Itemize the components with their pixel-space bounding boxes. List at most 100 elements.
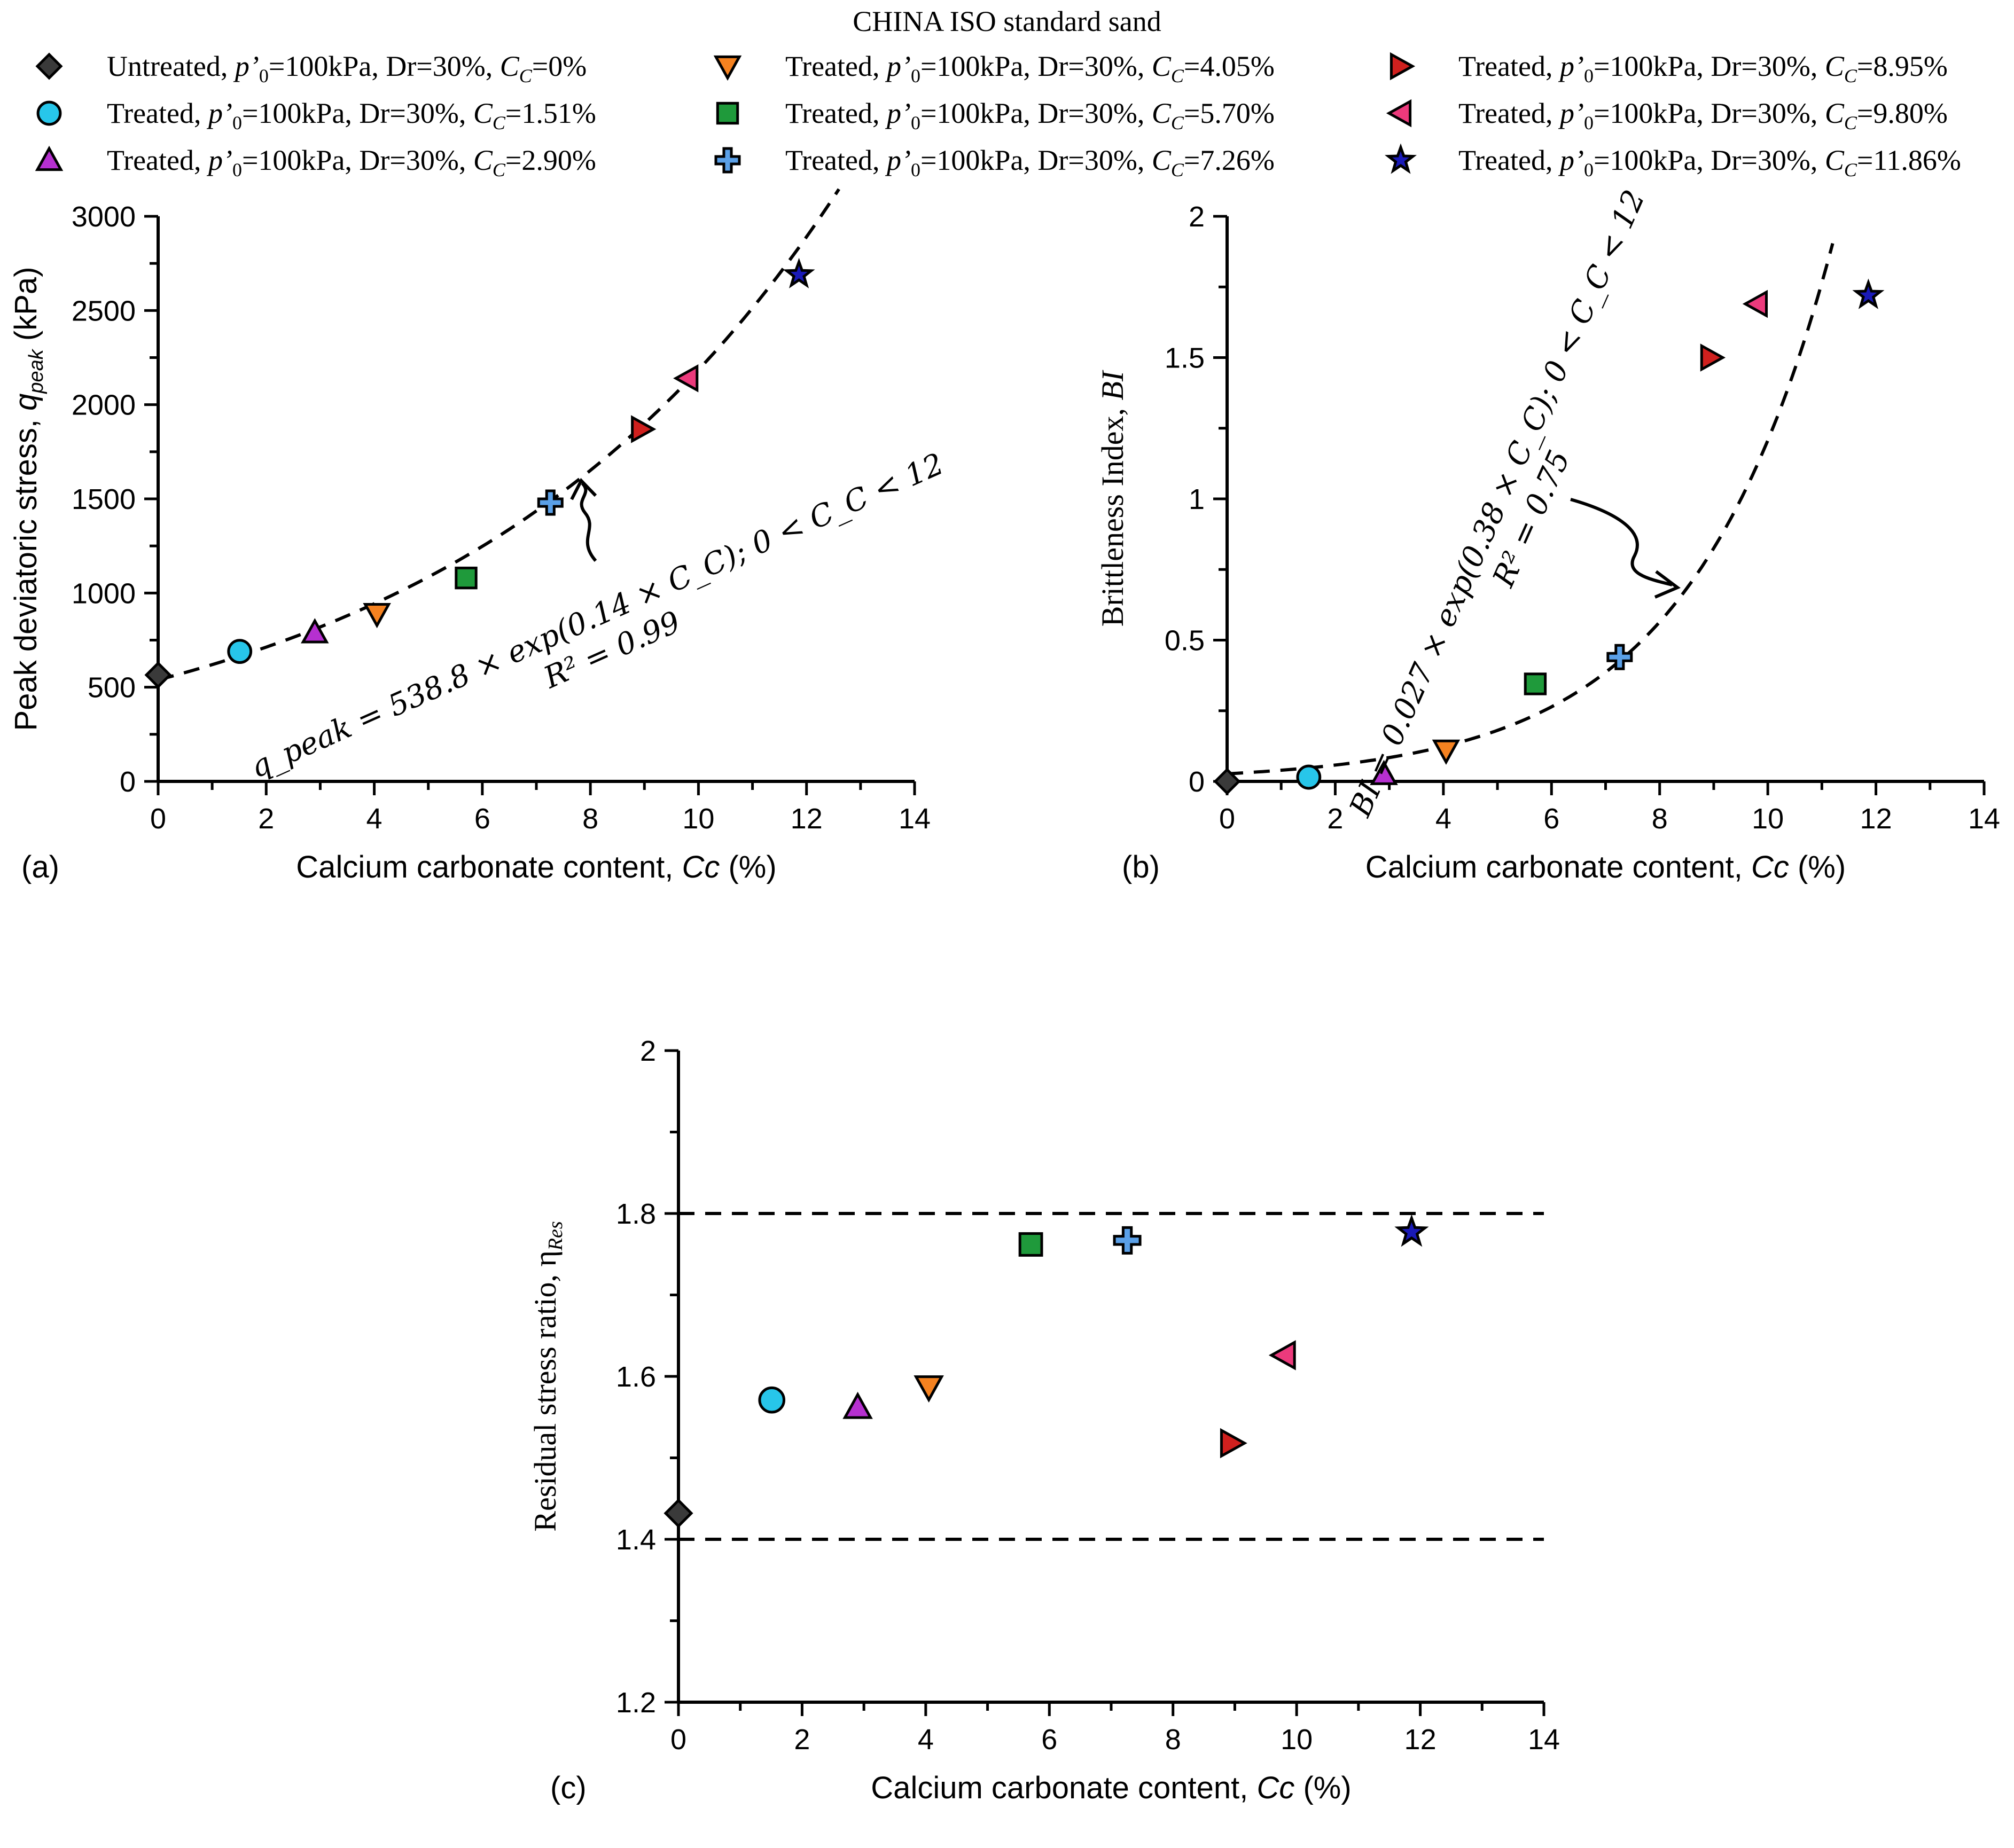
data-point-s6: [1700, 343, 1726, 372]
fit-equation-a: q_peak = 538.8 × exp(0.14 × C_C); 0 < C_…: [245, 447, 949, 785]
x-tick-label: 6: [474, 803, 490, 835]
data-point-s1: [227, 639, 253, 664]
x-tick-label: 12: [791, 803, 823, 835]
panel-label: (a): [21, 850, 59, 884]
data-point-s4: [1524, 672, 1547, 695]
x-tick-label: 0: [150, 803, 166, 835]
x-tick-label: 0: [1219, 803, 1235, 835]
y-tick-label: 1.2: [616, 1687, 656, 1719]
x-tick-label: 12: [1404, 1724, 1437, 1756]
y-axis-title: Residual stress ratio, ηRes: [528, 1221, 567, 1531]
y-tick-label: 2: [1189, 201, 1205, 233]
data-point-s3: [914, 1375, 944, 1403]
x-tick-label: 4: [1435, 803, 1451, 835]
data-point-s2: [842, 1391, 873, 1419]
legend-marker-s5: [714, 147, 741, 174]
y-axis-title: Brittleness Index, BI: [1095, 370, 1130, 627]
legend-label-s2: Treated, p’0=100kPa, Dr=30%, CC=2.90%: [107, 144, 596, 181]
legend-marker-s8: [1384, 143, 1417, 174]
data-point-s2: [1370, 759, 1398, 785]
data-point-s6: [1220, 1428, 1247, 1459]
y-tick-label: 1.4: [616, 1524, 656, 1556]
data-point-s3: [1432, 739, 1461, 765]
legend-entry-s5: Treated, p’0=100kPa, Dr=30%, CC=7.26%: [714, 144, 1275, 181]
data-point-s5: [1606, 644, 1633, 670]
x-tick-label: 2: [794, 1724, 810, 1756]
data-point-s0: [1213, 768, 1241, 795]
y-tick-label: 1500: [72, 483, 136, 515]
data-point-s0: [144, 661, 172, 689]
x-tick-label: 6: [1543, 803, 1559, 835]
x-tick-label: 14: [1528, 1724, 1560, 1756]
x-tick-label: 14: [899, 803, 931, 835]
y-tick-label: 1: [1189, 483, 1205, 515]
chart-panel-a: 0 2 4 6 8 10 12 14 0 500 1000 1500 2000 2500 3000 Calci…: [9, 188, 949, 884]
panel-label: (b): [1122, 850, 1160, 884]
x-tick-label: 4: [366, 803, 382, 835]
legend-entry-s0: Untreated, p’0=100kPa, Dr=30%, CC=0%: [35, 50, 587, 87]
data-point-s6: [631, 415, 657, 443]
legend-marker-s6: [1389, 52, 1416, 81]
fit-equation-b: BI = 0.027 × exp(0.38 × C_C); 0 < C_C < …: [1342, 185, 1652, 822]
legend-entry-s3: Treated, p’0=100kPa, Dr=30%, CC=4.05%: [713, 50, 1275, 87]
y-tick-label: 1.5: [1165, 342, 1205, 374]
y-axis-title: Peak deviatoric stress, qpeak (kPa): [9, 267, 48, 731]
fit-curve: [158, 188, 840, 682]
legend-entry-s1: Treated, p’0=100kPa, Dr=30%, CC=1.51%: [36, 97, 596, 134]
data-point-s5: [537, 489, 564, 516]
fit-curve: [1227, 242, 1835, 776]
chart-panel-b: 0 2 4 6 8 10 12 14 0 0.5 1 1.5 2 Calcium carbonate co…: [1095, 185, 2000, 884]
x-axis-title: Calcium carbonate content, Cc (%): [871, 1771, 1351, 1805]
legend-marker-s7: [1386, 99, 1412, 128]
y-tick-label: 0: [120, 766, 136, 798]
y-tick-label: 500: [88, 672, 136, 704]
legend-entry-s8: Treated, p’0=100kPa, Dr=30%, CC=11.86%: [1384, 143, 1961, 181]
panel-label: (c): [550, 1771, 587, 1805]
y-tick-label: 2000: [72, 389, 136, 421]
data-point-s7: [1268, 1340, 1296, 1371]
data-point-s8: [1394, 1214, 1429, 1247]
x-tick-label: 12: [1860, 803, 1892, 835]
x-tick-label: 2: [1327, 803, 1343, 835]
equation-arrow-head: [1654, 570, 1681, 599]
legend-marker-s0: [35, 52, 63, 80]
data-point-s1: [758, 1386, 786, 1414]
x-tick-label: 4: [918, 1724, 934, 1756]
legend-entry-s6: Treated, p’0=100kPa, Dr=30%, CC=8.95%: [1389, 50, 1948, 87]
legend-label-s5: Treated, p’0=100kPa, Dr=30%, CC=7.26%: [785, 144, 1275, 181]
y-tick-label: 1000: [72, 577, 136, 609]
x-axis-title: Calcium carbonate content, Cc (%): [296, 850, 776, 884]
legend-entry-s4: Treated, p’0=100kPa, Dr=30%, CC=5.70%: [716, 97, 1275, 134]
figure-title: CHINA ISO standard sand: [853, 5, 1161, 37]
equation-line-1: BI = 0.027 × exp(0.38 × C_C); 0 < C_C < …: [1342, 185, 1652, 822]
legend-label-s8: Treated, p’0=100kPa, Dr=30%, CC=11.86%: [1458, 144, 1961, 181]
y-tick-label: 3000: [72, 201, 136, 233]
data-point-s8: [1852, 278, 1885, 309]
y-tick-label: 0.5: [1165, 625, 1205, 657]
data-point-s4: [455, 566, 478, 590]
legend-entry-s7: Treated, p’0=100kPa, Dr=30%, CC=9.80%: [1386, 97, 1948, 134]
y-tick-label: 1.6: [616, 1361, 656, 1393]
data-point-s3: [363, 603, 391, 629]
x-tick-label: 8: [1165, 1724, 1181, 1756]
legend: Untreated, p’0=100kPa, Dr=30%, CC=0% Trea…: [35, 50, 1961, 181]
y-tick-label: 2: [640, 1035, 656, 1067]
legend-marker-s4: [716, 101, 739, 125]
legend-label-s3: Treated, p’0=100kPa, Dr=30%, CC=4.05%: [785, 50, 1275, 87]
x-tick-label: 0: [670, 1724, 686, 1756]
x-tick-label: 8: [582, 803, 598, 835]
legend-marker-s3: [713, 55, 742, 81]
legend-label-s4: Treated, p’0=100kPa, Dr=30%, CC=5.70%: [785, 97, 1275, 134]
x-tick-label: 14: [1968, 803, 2000, 835]
data-point-s8: [783, 257, 815, 288]
x-tick-label: 10: [1281, 1724, 1313, 1756]
data-point-s4: [1018, 1232, 1043, 1257]
chart-panel-c: 0 2 4 6 8 10 12 14 1.2 1.4 1.6 1.8 2 Calcium carbonat…: [528, 1035, 1560, 1805]
y-tick-label: 1.8: [616, 1198, 656, 1230]
data-point-s7: [1742, 289, 1768, 318]
legend-label-s0: Untreated, p’0=100kPa, Dr=30%, CC=0%: [107, 50, 587, 87]
legend-label-s7: Treated, p’0=100kPa, Dr=30%, CC=9.80%: [1458, 97, 1948, 134]
x-axis-title: Calcium carbonate content, Cc (%): [1365, 850, 1846, 884]
legend-label-s1: Treated, p’0=100kPa, Dr=30%, CC=1.51%: [107, 97, 596, 134]
data-point-s2: [301, 618, 329, 644]
